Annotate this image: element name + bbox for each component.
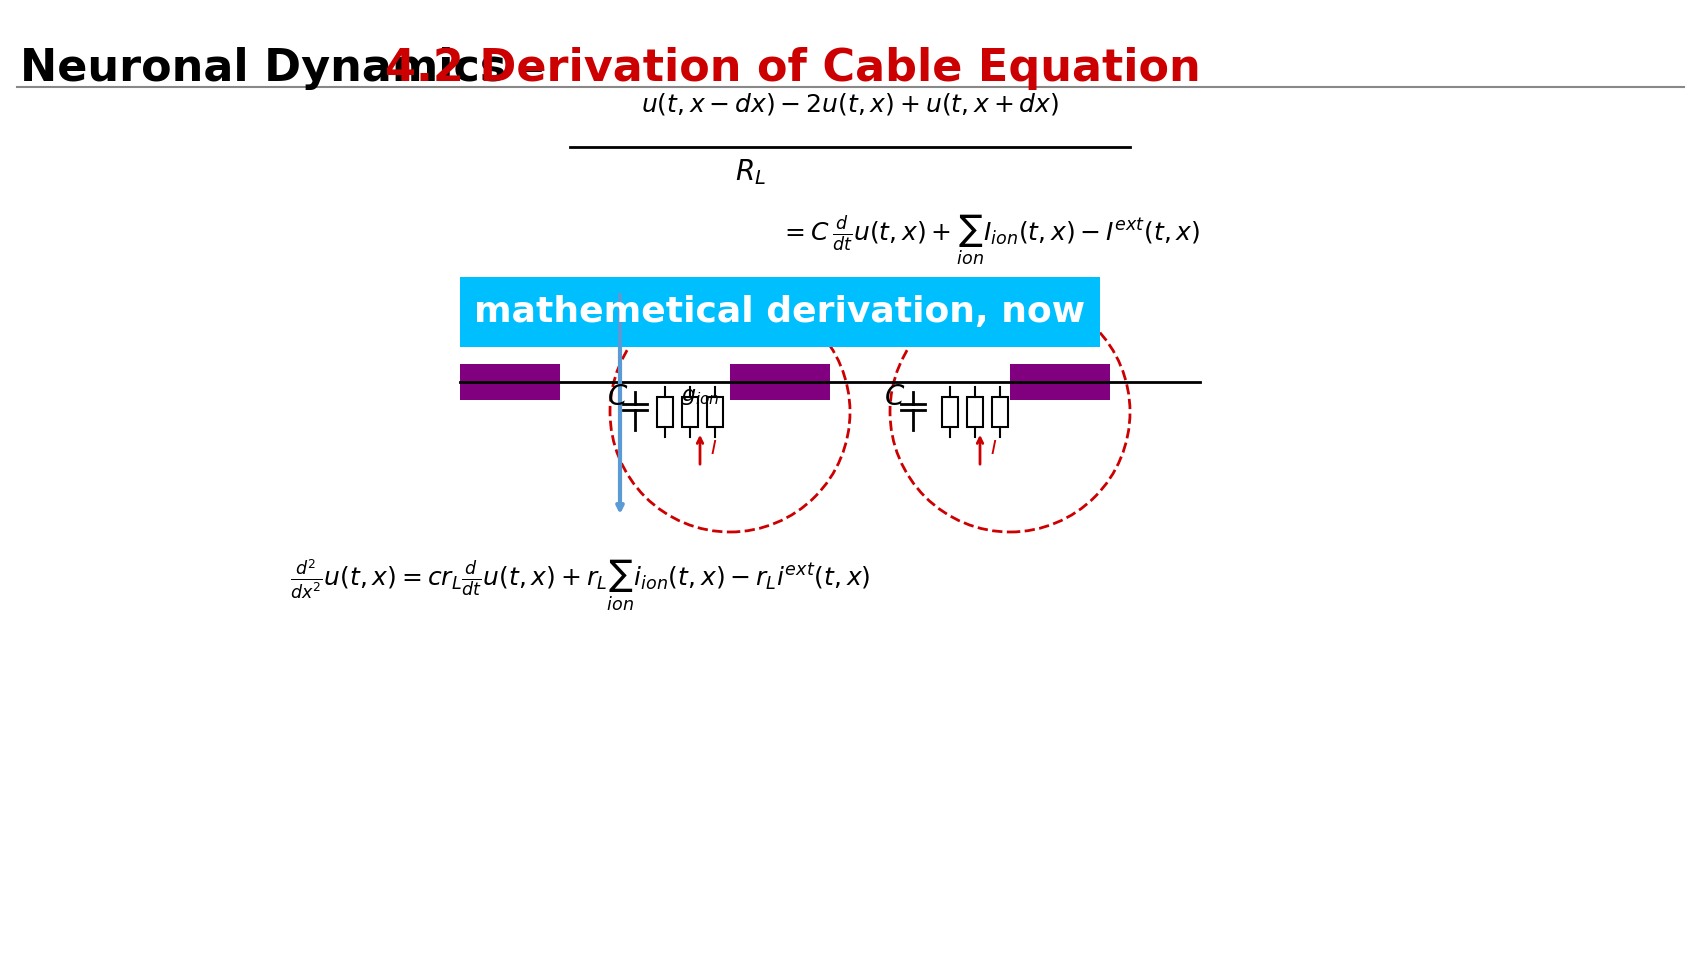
Text: Neuronal Dynamics –: Neuronal Dynamics –: [20, 47, 560, 90]
Bar: [730, 364, 830, 400]
Bar: [657, 397, 674, 427]
Bar: [459, 364, 560, 400]
Bar: [682, 397, 697, 427]
Text: $I$: $I$: [990, 439, 997, 458]
Bar: [1010, 364, 1111, 400]
Text: $\frac{d^2}{dx^2} u(t,x) = cr_L \frac{d}{dt} u(t,x) + r_L \sum_{ion} i_{ion}(t,x: $\frac{d^2}{dx^2} u(t,x) = cr_L \frac{d}…: [289, 557, 871, 612]
Bar: [459, 277, 1101, 347]
Text: $C$: $C$: [607, 383, 629, 411]
Text: $R_L$: $R_L$: [735, 157, 765, 187]
Text: $C$: $C$: [885, 383, 905, 411]
Bar: [966, 397, 983, 427]
Bar: [942, 397, 958, 427]
Text: mathemetical derivation, now: mathemetical derivation, now: [475, 295, 1085, 329]
Text: $I$: $I$: [709, 439, 718, 458]
Text: $u(t, x-dx) - 2u(t, x) + u(t, x+dx)$: $u(t, x-dx) - 2u(t, x) + u(t, x+dx)$: [641, 91, 1060, 117]
Text: $= C \, \frac{d}{dt} u(t,x) + \sum_{ion} I_{ion}(t,x) - I^{ext}(t,x)$: $= C \, \frac{d}{dt} u(t,x) + \sum_{ion}…: [781, 212, 1201, 267]
Text: $g_{ion}$: $g_{ion}$: [680, 387, 720, 407]
Bar: [992, 397, 1009, 427]
Text: 4.2 Derivation of Cable Equation: 4.2 Derivation of Cable Equation: [384, 47, 1201, 90]
Bar: [708, 397, 723, 427]
